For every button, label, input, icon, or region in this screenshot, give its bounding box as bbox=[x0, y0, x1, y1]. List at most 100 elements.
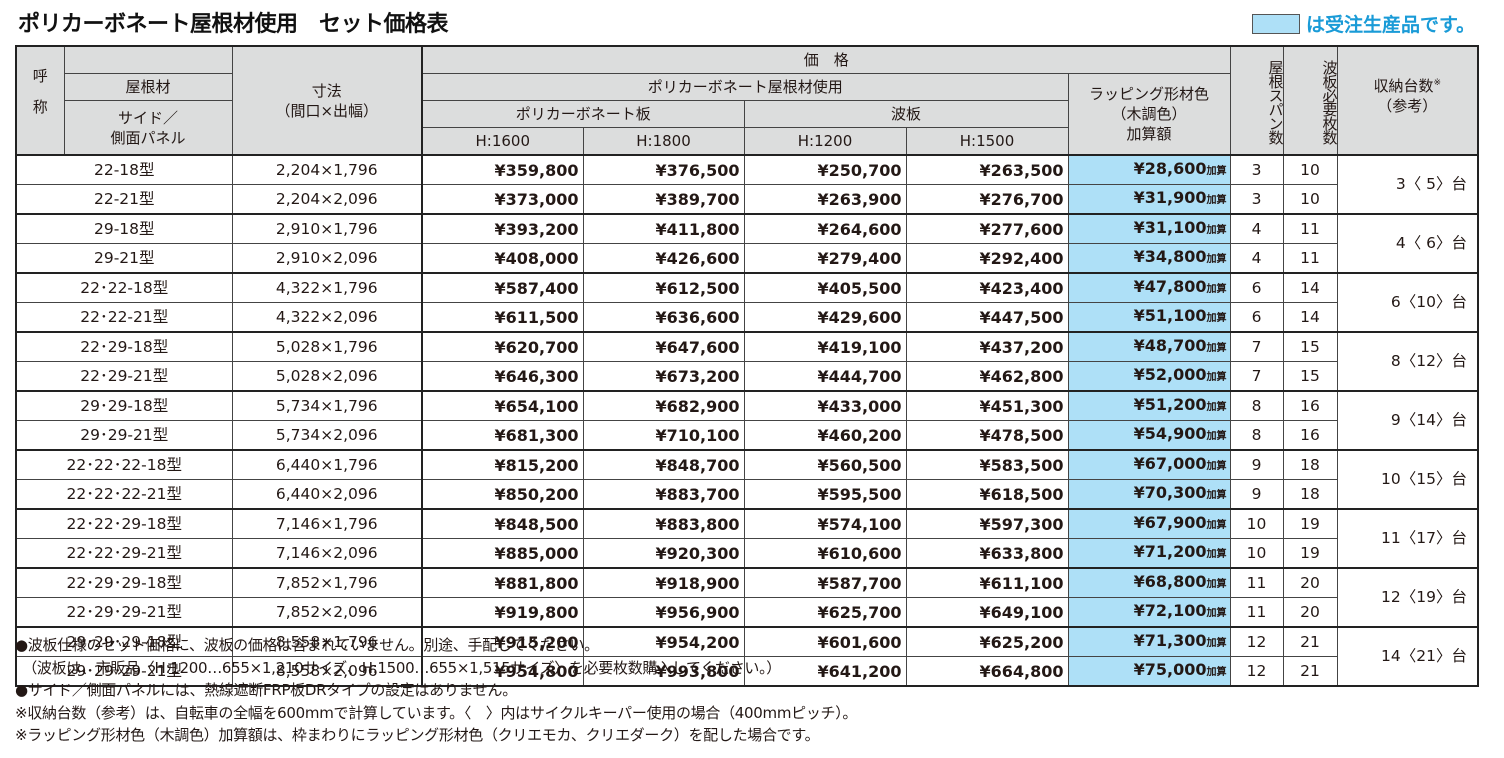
wrapping-suffix: 加算 bbox=[1206, 254, 1227, 265]
size-cell: 5,028×2,096 bbox=[231, 361, 423, 392]
table-row: 22-18型 2,204×1,796 ¥359,800 ¥376,500 ¥250,70… bbox=[15, 154, 1479, 215]
wrapping-suffix: 加算 bbox=[1206, 166, 1227, 177]
header-capacity-sub: （参考） bbox=[1377, 97, 1438, 115]
price-h1500: ¥263,500 bbox=[905, 154, 1069, 185]
roof-span-count: 11 bbox=[1229, 567, 1284, 598]
size-cell: 2,204×2,096 bbox=[231, 184, 423, 215]
price-h1600: ¥954,800 bbox=[421, 656, 584, 687]
roof-span-count: 6 bbox=[1229, 302, 1284, 333]
price-h1600: ¥885,000 bbox=[421, 538, 584, 569]
model-name: 22･22･29-21型 bbox=[15, 538, 233, 569]
footnote: ※ラッピング形材色（木調色）加算額は、枠まわりにラッピング形材色（クリエモカ、ク… bbox=[15, 726, 820, 744]
price-h1800: ¥954,200 bbox=[582, 626, 745, 657]
size-cell: 4,322×2,096 bbox=[231, 302, 423, 333]
wrapping-surcharge: ¥52,000加算 bbox=[1067, 361, 1231, 392]
wrapping-suffix: 加算 bbox=[1206, 667, 1227, 678]
wrapping-surcharge: ¥67,900加算 bbox=[1067, 508, 1231, 539]
wrapping-suffix: 加算 bbox=[1206, 490, 1227, 501]
roof-span-count: 9 bbox=[1229, 479, 1284, 510]
wrapping-surcharge: ¥67,000加算 bbox=[1067, 449, 1231, 480]
price-h1200: ¥460,200 bbox=[743, 420, 907, 451]
model-name: 29･29･29-18型 bbox=[15, 626, 233, 657]
model-name: 22･22･29-18型 bbox=[15, 508, 233, 539]
wrapping-amount: ¥31,900 bbox=[1133, 188, 1207, 207]
price-h1200: ¥279,400 bbox=[743, 243, 907, 274]
roof-span-count: 4 bbox=[1229, 243, 1284, 274]
table-row: 29･29-21型 5,734×2,096 ¥681,300 ¥710,100 ¥460… bbox=[15, 420, 1478, 451]
price-h1800: ¥673,200 bbox=[582, 361, 745, 392]
price-h1500: ¥618,500 bbox=[905, 479, 1069, 510]
size-cell: 7,852×2,096 bbox=[231, 597, 423, 628]
price-h1600: ¥359,800 bbox=[421, 154, 584, 185]
size-cell: 5,028×1,796 bbox=[231, 331, 423, 362]
header-h1500: H:1500 bbox=[905, 127, 1069, 156]
price-h1600: ¥815,200 bbox=[421, 449, 584, 480]
wrapping-suffix: 加算 bbox=[1206, 638, 1227, 649]
wrapping-amount: ¥68,800 bbox=[1133, 572, 1207, 591]
price-h1800: ¥920,300 bbox=[582, 538, 745, 569]
header-capacity-label: 収納台数 bbox=[1373, 77, 1434, 95]
capacity-cell: 11〈17〉台 bbox=[1336, 508, 1479, 569]
price-h1800: ¥883,800 bbox=[582, 508, 745, 539]
price-h1200: ¥610,600 bbox=[743, 538, 907, 569]
wrapping-amount: ¥52,000 bbox=[1133, 365, 1207, 384]
header-wrapping-line1: ラッピング形材色 bbox=[1088, 85, 1209, 103]
model-name: 22･22-18型 bbox=[15, 272, 233, 303]
wrapping-surcharge: ¥71,300加算 bbox=[1067, 626, 1231, 657]
footnotes: ●波板仕様のセット価格に、波板の価格は含まれていません。別途、手配してください。… bbox=[15, 634, 857, 747]
price-h1800: ¥682,900 bbox=[582, 390, 745, 421]
footnote: ※収納台数（参考）は、自転車の全幅を600mmで計算しています。〈 〉内はサイク… bbox=[15, 703, 858, 722]
price-h1600: ¥848,500 bbox=[421, 508, 584, 539]
price-h1200: ¥429,600 bbox=[743, 302, 907, 333]
header-capacity: 収納台数※ （参考） bbox=[1336, 45, 1479, 156]
wrapping-amount: ¥47,800 bbox=[1133, 277, 1207, 296]
wrapping-suffix: 加算 bbox=[1206, 372, 1227, 383]
model-name: 22･29-18型 bbox=[15, 331, 233, 362]
corrugated-sheet-count: 11 bbox=[1282, 213, 1338, 244]
roof-span-count: 9 bbox=[1229, 449, 1284, 480]
model-name: 22･22-21型 bbox=[15, 302, 233, 333]
size-cell: 2,910×1,796 bbox=[231, 213, 423, 244]
price-h1500: ¥664,800 bbox=[905, 656, 1069, 687]
corrugated-sheet-count: 10 bbox=[1282, 154, 1338, 185]
wrapping-amount: ¥31,100 bbox=[1133, 218, 1207, 237]
wrapping-amount: ¥71,200 bbox=[1133, 542, 1207, 561]
wrapping-suffix: 加算 bbox=[1206, 225, 1227, 236]
price-h1200: ¥625,700 bbox=[743, 597, 907, 628]
size-cell: 6,440×2,096 bbox=[231, 479, 423, 510]
size-cell: 8,558×2,096 bbox=[231, 656, 423, 687]
price-h1500: ¥478,500 bbox=[905, 420, 1069, 451]
table-row: 22･22･22-18型 6,440×1,796 ¥815,200 ¥848,700 ¥… bbox=[15, 449, 1479, 510]
table-row: 29･29-18型 5,734×1,796 ¥654,100 ¥682,900 ¥433… bbox=[15, 390, 1479, 451]
price-h1600: ¥620,700 bbox=[421, 331, 584, 362]
capacity-cell: 12〈19〉台 bbox=[1336, 567, 1479, 628]
wrapping-amount: ¥34,800 bbox=[1133, 247, 1207, 266]
price-h1500: ¥583,500 bbox=[905, 449, 1069, 480]
model-name: 22･29･29-18型 bbox=[15, 567, 233, 598]
roof-span-count: 10 bbox=[1229, 508, 1284, 539]
price-h1600: ¥587,400 bbox=[421, 272, 584, 303]
corrugated-sheet-count: 19 bbox=[1282, 508, 1338, 539]
price-h1200: ¥560,500 bbox=[743, 449, 907, 480]
table-row: 22･22･29-21型 7,146×2,096 ¥885,000 ¥920,300 ¥… bbox=[15, 538, 1478, 569]
header-wrapping-line2: （木調色） bbox=[1111, 105, 1187, 123]
capacity-cell: 10〈15〉台 bbox=[1336, 449, 1479, 510]
price-h1500: ¥597,300 bbox=[905, 508, 1069, 539]
price-h1600: ¥373,000 bbox=[421, 184, 584, 215]
roof-span-count: 3 bbox=[1229, 184, 1284, 215]
price-h1600: ¥919,800 bbox=[421, 597, 584, 628]
table-row: 22･22･29-18型 7,146×1,796 ¥848,500 ¥883,800 ¥… bbox=[15, 508, 1479, 569]
price-h1600: ¥850,200 bbox=[421, 479, 584, 510]
table-row: 29･29･29-21型 8,558×2,096 ¥954,800 ¥993,800 ¥… bbox=[15, 656, 1478, 687]
table-row: 22･22-21型 4,322×2,096 ¥611,500 ¥636,600 ¥429… bbox=[15, 302, 1478, 333]
table-row: 22･22-18型 4,322×1,796 ¥587,400 ¥612,500 ¥405… bbox=[15, 272, 1479, 333]
wrapping-suffix: 加算 bbox=[1206, 195, 1227, 206]
model-name: 22･22･22-18型 bbox=[15, 449, 233, 480]
price-h1500: ¥451,300 bbox=[905, 390, 1069, 421]
wrapping-surcharge: ¥70,300加算 bbox=[1067, 479, 1231, 510]
roof-span-count: 8 bbox=[1229, 420, 1284, 451]
header-size-sub: （間口×出幅） bbox=[275, 101, 379, 120]
wrapping-amount: ¥51,200 bbox=[1133, 395, 1207, 414]
price-h1800: ¥848,700 bbox=[582, 449, 745, 480]
roof-span-count: 7 bbox=[1229, 331, 1284, 362]
